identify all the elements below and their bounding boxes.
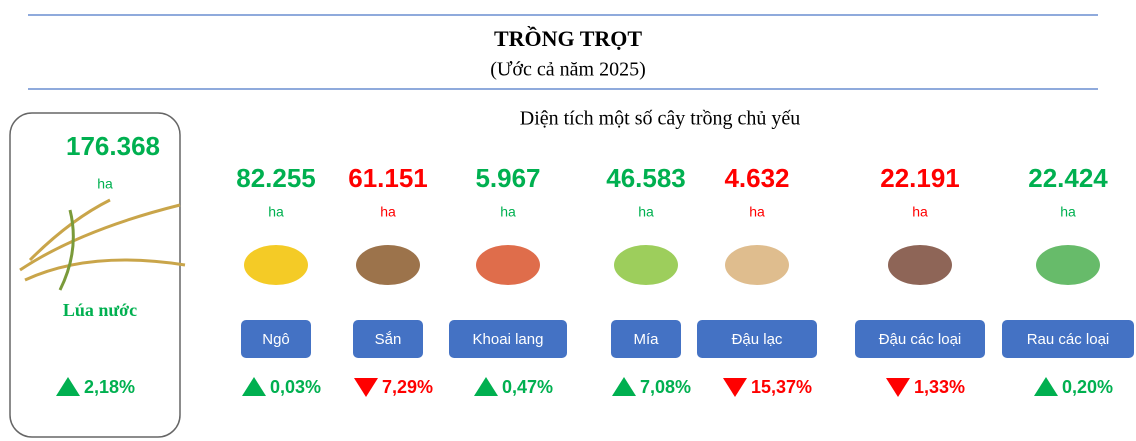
crop-icon bbox=[476, 245, 540, 285]
trend-arrow bbox=[354, 378, 378, 397]
name: Sắn bbox=[375, 331, 402, 348]
change: 0,47% bbox=[502, 377, 553, 397]
value: 82.255 bbox=[236, 163, 316, 193]
trend-arrow bbox=[723, 378, 747, 397]
name-button bbox=[353, 320, 423, 358]
change: 1,33% bbox=[914, 377, 965, 397]
name-button bbox=[611, 320, 681, 358]
change: 0,03% bbox=[270, 377, 321, 397]
crop-icon bbox=[725, 245, 789, 285]
name-button bbox=[697, 320, 817, 358]
trend-arrow bbox=[474, 377, 498, 396]
crop-icon bbox=[888, 245, 952, 285]
trend-arrow bbox=[612, 377, 636, 396]
name: Đậu các loại bbox=[879, 331, 962, 348]
main-name: Lúa nước bbox=[63, 300, 137, 320]
change: 7,29% bbox=[382, 377, 433, 397]
trend-arrow bbox=[56, 377, 80, 396]
trend-arrow bbox=[242, 377, 266, 396]
section-title: Diện tích một số cây trồng chủ yếu bbox=[520, 108, 801, 130]
value: 46.583 bbox=[606, 163, 686, 193]
name-button bbox=[449, 320, 567, 358]
value: 61.151 bbox=[348, 163, 428, 193]
name: Rau các loại bbox=[1027, 331, 1110, 348]
crop-icon bbox=[356, 245, 420, 285]
name-button bbox=[241, 320, 311, 358]
rice-icon bbox=[19, 198, 186, 291]
subtitle: (Ước cả năm 2025) bbox=[490, 59, 645, 81]
value: 4.632 bbox=[724, 163, 789, 193]
main-value: 176.368 bbox=[66, 131, 160, 161]
name-button bbox=[1002, 320, 1134, 358]
unit: ha bbox=[912, 204, 928, 220]
value: 22.424 bbox=[1028, 163, 1108, 193]
name: Ngô bbox=[262, 331, 290, 348]
change: 2,18% bbox=[84, 377, 135, 397]
name: Mía bbox=[633, 331, 659, 348]
trend-arrow bbox=[1034, 377, 1058, 396]
value: 22.191 bbox=[880, 163, 960, 193]
title: TRỒNG TRỌT bbox=[494, 26, 642, 51]
name: Khoai lang bbox=[473, 331, 544, 348]
name: Đậu lạc bbox=[732, 331, 783, 348]
main-unit: ha bbox=[97, 176, 113, 192]
unit: ha bbox=[380, 204, 396, 220]
unit: ha bbox=[500, 204, 516, 220]
unit: ha bbox=[638, 204, 654, 220]
change: 15,37% bbox=[751, 377, 812, 397]
crop-icon bbox=[1036, 245, 1100, 285]
main-box bbox=[9, 112, 181, 438]
change: 7,08% bbox=[640, 377, 691, 397]
unit: ha bbox=[268, 204, 284, 220]
value: 5.967 bbox=[475, 163, 540, 193]
unit: ha bbox=[749, 204, 765, 220]
crop-icon bbox=[614, 245, 678, 285]
change: 0,20% bbox=[1062, 377, 1113, 397]
trend-arrow bbox=[886, 378, 910, 397]
name-button bbox=[855, 320, 985, 358]
crop-icon bbox=[244, 245, 308, 285]
unit: ha bbox=[1060, 204, 1076, 220]
